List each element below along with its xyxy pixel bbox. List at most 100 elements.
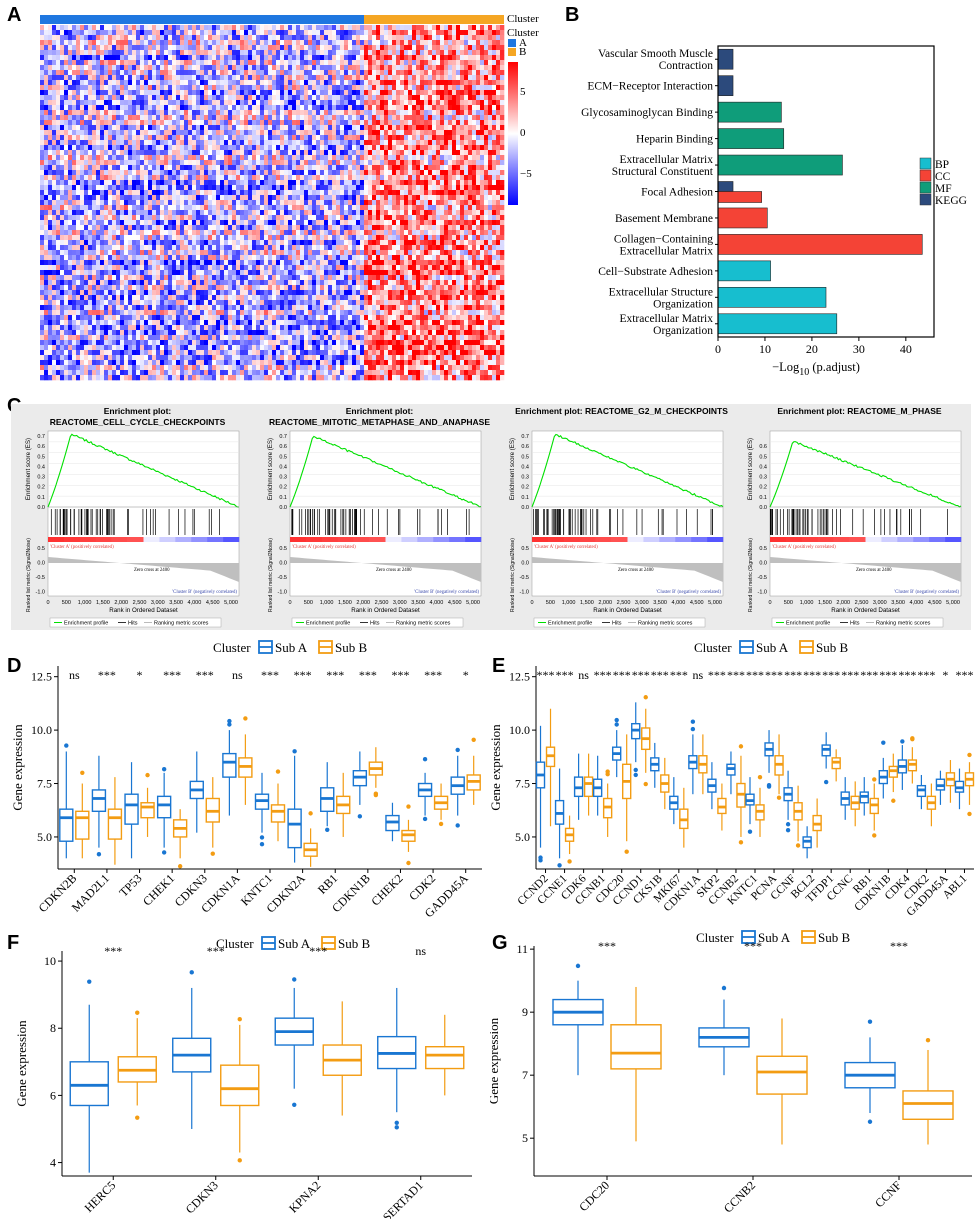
heatmap-cell xyxy=(336,175,341,181)
heatmap-cell xyxy=(444,195,449,201)
heatmap-cell xyxy=(472,215,477,221)
heatmap-cell xyxy=(168,230,173,236)
heatmap-cell xyxy=(492,110,497,116)
heatmap-cell xyxy=(164,40,169,46)
heatmap-cell xyxy=(108,125,113,131)
heatmap-cell xyxy=(388,115,393,121)
heatmap-cell xyxy=(376,55,381,61)
heatmap-cell xyxy=(492,225,497,231)
heatmap-cell xyxy=(232,125,237,131)
heatmap-cell xyxy=(212,220,217,226)
heatmap-cell xyxy=(428,200,433,206)
heatmap-cell xyxy=(364,75,369,81)
heatmap-cell xyxy=(120,210,125,216)
heatmap-cell xyxy=(468,60,473,66)
heatmap-cell xyxy=(176,230,181,236)
heatmap-cell xyxy=(216,105,221,111)
heatmap-cell xyxy=(384,140,389,146)
heatmap-cell xyxy=(164,70,169,76)
heatmap-cell xyxy=(100,145,105,151)
heatmap-cell xyxy=(132,235,137,241)
heatmap-cell xyxy=(96,205,101,211)
heatmap-cell xyxy=(456,65,461,71)
heatmap-cell xyxy=(456,60,461,66)
heatmap-cell xyxy=(156,170,161,176)
heatmap-cell xyxy=(444,60,449,66)
heatmap-cell xyxy=(244,70,249,76)
heatmap-cell xyxy=(136,70,141,76)
heatmap-cell xyxy=(408,170,413,176)
heatmap-cell xyxy=(244,235,249,241)
heatmap-cells xyxy=(40,25,505,381)
heatmap-cell xyxy=(212,235,217,241)
heatmap-cell xyxy=(292,130,297,136)
heatmap-cell xyxy=(320,220,325,226)
heatmap-cell xyxy=(496,130,501,136)
heatmap-cell xyxy=(256,175,261,181)
heatmap-cell xyxy=(44,230,49,236)
heatmap-cell xyxy=(444,45,449,51)
heatmap-cell xyxy=(96,180,101,186)
heatmap-cell xyxy=(328,115,333,121)
heatmap-cell xyxy=(180,235,185,241)
heatmap-cell xyxy=(64,180,69,186)
heatmap-cell xyxy=(296,190,301,196)
heatmap-cell xyxy=(112,200,117,206)
heatmap-cell xyxy=(264,85,269,91)
heatmap-cell xyxy=(196,120,201,126)
heatmap-cell xyxy=(432,145,437,151)
heatmap-cell xyxy=(476,75,481,81)
heatmap-cell xyxy=(400,165,405,171)
heatmap-cell xyxy=(340,155,345,161)
heatmap-cell xyxy=(464,30,469,36)
heatmap-cell xyxy=(120,65,125,71)
heatmap-cell xyxy=(180,215,185,221)
heatmap-cell xyxy=(472,35,477,41)
heatmap-cell xyxy=(304,115,309,121)
heatmap-cell xyxy=(424,50,429,56)
heatmap-cell xyxy=(348,100,353,106)
heatmap-cell xyxy=(228,180,233,186)
heatmap-cell xyxy=(312,45,317,51)
heatmap-cell xyxy=(468,110,473,116)
heatmap-cell xyxy=(328,90,333,96)
heatmap-cell xyxy=(496,75,501,81)
heatmap-cell xyxy=(176,70,181,76)
heatmap-cell xyxy=(304,160,309,166)
heatmap-cell xyxy=(52,25,57,31)
heatmap-cell xyxy=(168,200,173,206)
heatmap-cell xyxy=(436,230,441,236)
heatmap-cell xyxy=(448,145,453,151)
heatmap-cell xyxy=(340,120,345,126)
heatmap-cell xyxy=(152,180,157,186)
heatmap-cell xyxy=(52,175,57,181)
heatmap-cell xyxy=(492,210,497,216)
heatmap-cell xyxy=(64,150,69,156)
heatmap-cell xyxy=(336,100,341,106)
heatmap-cell xyxy=(236,100,241,106)
heatmap-cell xyxy=(228,75,233,81)
heatmap-cell xyxy=(464,60,469,66)
heatmap-cell xyxy=(432,45,437,51)
heatmap-cell xyxy=(284,215,289,221)
heatmap-cell xyxy=(348,30,353,36)
heatmap-cell xyxy=(364,215,369,221)
heatmap-cell xyxy=(280,50,285,56)
heatmap-cell xyxy=(184,95,189,101)
heatmap-cell xyxy=(484,50,489,56)
heatmap-cell xyxy=(188,205,193,211)
heatmap-cell xyxy=(400,205,405,211)
heatmap-cell xyxy=(468,160,473,166)
heatmap-cell xyxy=(488,120,493,126)
heatmap-cell xyxy=(56,210,61,216)
heatmap-cell xyxy=(64,205,69,211)
heatmap-cell xyxy=(184,75,189,81)
heatmap-cell xyxy=(172,75,177,81)
heatmap-cell xyxy=(176,35,181,41)
heatmap-cell xyxy=(308,175,313,181)
heatmap-cell xyxy=(84,185,89,191)
heatmap-cell xyxy=(120,35,125,41)
heatmap-cell xyxy=(448,165,453,171)
heatmap-cell xyxy=(64,165,69,171)
heatmap-cell xyxy=(220,110,225,116)
